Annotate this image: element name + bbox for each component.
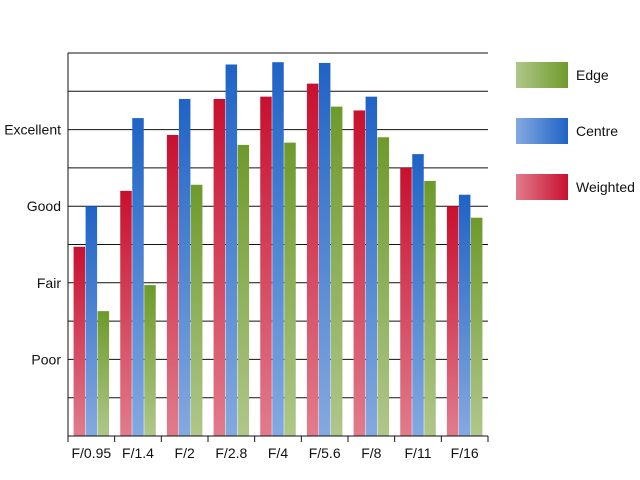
- x-tick-label: F/16: [451, 445, 479, 461]
- bar-edge-f14: [144, 285, 156, 436]
- legend-swatch-edge: [516, 62, 568, 88]
- bar-centre-f56: [318, 62, 331, 436]
- legend-label-weighted: Weighted: [576, 179, 635, 195]
- bar-weighted-f28: [213, 98, 226, 437]
- bar-centre-f14: [132, 118, 144, 437]
- x-tick-label: F/11: [405, 445, 432, 461]
- axes: [67, 53, 489, 442]
- bar-centre-f4: [272, 62, 284, 436]
- bar-weighted-f2: [166, 134, 179, 436]
- bar-weighted-f16: [446, 206, 459, 436]
- x-tick-label: F/8: [361, 445, 381, 461]
- bar-centre-f11: [412, 154, 424, 436]
- bar-weighted-f4: [260, 96, 272, 437]
- bar-weighted-f56: [306, 83, 319, 436]
- x-tick-label: F/2.8: [215, 445, 247, 461]
- y-tick-labels: Poor Fair Good Excellent: [4, 122, 61, 368]
- bar-edge-f16: [470, 217, 483, 436]
- y-tick-label: Fair: [37, 275, 61, 291]
- x-tick-label: F/0.95: [71, 445, 111, 461]
- bar-centre-f16: [458, 194, 471, 436]
- bar-edge-f4: [284, 142, 296, 436]
- legend-swatch-weighted: [516, 174, 568, 200]
- bar-edge-f11: [424, 180, 436, 436]
- y-tick-label: Good: [27, 198, 61, 214]
- bar-edge-f2: [190, 184, 203, 436]
- x-tick-label: F/5.6: [309, 445, 341, 461]
- bar-edge-f56: [330, 106, 343, 437]
- legend: Edge Centre Weighted: [516, 62, 635, 200]
- x-tick-label: F/1.4: [122, 445, 154, 461]
- bar-centre-f2: [178, 98, 191, 437]
- x-tick-labels: F/0.95 F/1.4 F/2 F/2.8 F/4 F/5.6 F/8 F/11 F/16: [71, 445, 478, 461]
- bar-centre-f095: [85, 206, 98, 436]
- legend-label-edge: Edge: [576, 67, 609, 83]
- bar-edge-f095: [97, 311, 110, 436]
- legend-label-centre: Centre: [576, 123, 618, 139]
- bar-edge-f8: [377, 137, 390, 436]
- bars: [73, 62, 483, 437]
- legend-swatch-centre: [516, 118, 568, 144]
- bar-centre-f28: [225, 64, 238, 437]
- y-tick-label: Poor: [31, 351, 61, 367]
- x-tick-label: F/4: [268, 445, 288, 461]
- x-tick-label: F/2: [175, 445, 195, 461]
- bar-weighted-f095: [73, 246, 86, 436]
- bar-weighted-f14: [120, 190, 132, 436]
- bar-edge-f28: [237, 144, 250, 437]
- bar-weighted-f8: [353, 110, 366, 436]
- bar-centre-f8: [365, 96, 378, 437]
- y-tick-label: Excellent: [4, 122, 61, 138]
- bar-weighted-f11: [400, 167, 412, 436]
